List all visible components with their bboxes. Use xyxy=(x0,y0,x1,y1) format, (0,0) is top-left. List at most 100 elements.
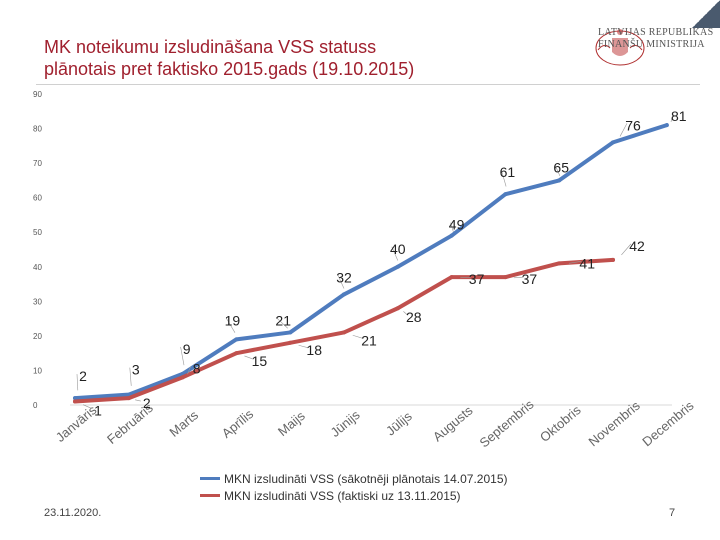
leader-line xyxy=(76,374,79,391)
data-label-actual: 8 xyxy=(193,360,201,376)
leader-line xyxy=(460,276,471,279)
y-tick-label: 80 xyxy=(33,125,42,134)
ministry-logo-text: LATVIJAS REPUBLIKAS FINANŠU MINISTRIJA xyxy=(598,27,713,51)
data-label-planned: 21 xyxy=(275,312,291,328)
data-label-planned: 61 xyxy=(500,164,516,180)
data-point-planned xyxy=(611,140,615,145)
leader-line xyxy=(670,114,674,123)
data-point-actual xyxy=(288,340,293,345)
leader-line xyxy=(391,246,399,261)
data-label-actual: 2 xyxy=(143,395,151,411)
title-divider xyxy=(36,84,700,85)
leader-line xyxy=(501,170,507,187)
y-tick-label: 0 xyxy=(33,401,38,410)
data-point-planned xyxy=(395,264,400,269)
y-tick-label: 70 xyxy=(33,159,42,168)
data-label-planned: 76 xyxy=(625,117,641,133)
legend-item-planned: MKN izsludināti VSS (sākotnēji plānotais… xyxy=(200,470,508,487)
x-tick-label: Aprīlis xyxy=(219,406,257,441)
data-label-actual: 18 xyxy=(306,342,322,358)
leader-line xyxy=(621,243,632,256)
data-label-planned: 2 xyxy=(79,368,87,384)
y-tick-label: 40 xyxy=(33,263,42,272)
data-label-actual: 1 xyxy=(94,403,102,419)
data-point-actual xyxy=(73,399,77,404)
data-point-planned xyxy=(288,330,293,335)
data-point-planned xyxy=(234,337,239,342)
chart-legend: MKN izsludināti VSS (sākotnēji plānotais… xyxy=(200,470,508,504)
data-label-actual: 15 xyxy=(252,353,268,369)
leader-line xyxy=(135,399,141,402)
x-tick-label: Augusts xyxy=(430,402,476,444)
data-label-actual: 21 xyxy=(361,332,377,348)
leader-line xyxy=(554,165,561,176)
leader-line xyxy=(619,123,628,137)
footer-date: 23.11.2020. xyxy=(44,507,102,519)
data-point-actual xyxy=(503,275,508,280)
data-label-actual: 37 xyxy=(469,271,485,287)
data-point-planned xyxy=(73,396,77,401)
title-line-2: plānotais pret faktisko 2015.gads (19.10… xyxy=(44,59,415,79)
data-label-planned: 65 xyxy=(553,159,569,175)
page-title: MK noteikumu izsludināšana VSS statuss p… xyxy=(44,36,544,80)
y-tick-label: 60 xyxy=(33,194,42,203)
data-label-planned: 40 xyxy=(390,241,406,257)
leader-line xyxy=(450,222,454,232)
leader-line xyxy=(180,346,185,366)
leader-line xyxy=(226,318,236,333)
y-tick-label: 30 xyxy=(33,297,42,306)
leader-line xyxy=(513,276,524,279)
x-tick-label: Septembris xyxy=(477,396,537,450)
y-tick-label: 90 xyxy=(33,90,42,99)
legend-swatch-actual xyxy=(200,494,220,497)
data-point-actual xyxy=(395,306,400,311)
y-tick-label: 50 xyxy=(33,228,42,237)
data-point-actual xyxy=(234,351,239,356)
legend-swatch-planned xyxy=(200,477,220,480)
data-point-planned xyxy=(503,192,508,197)
x-tick-label: Maijs xyxy=(275,408,308,439)
y-tick-label: 20 xyxy=(33,332,42,341)
data-point-actual xyxy=(342,330,346,335)
logo-line-2: FINANŠU MINISTRIJA xyxy=(598,39,705,50)
data-label-planned: 3 xyxy=(132,362,140,378)
data-label-actual: 41 xyxy=(579,255,595,271)
data-point-actual xyxy=(126,396,131,401)
leader-line xyxy=(352,334,364,339)
corner-decoration xyxy=(692,0,720,28)
legend-item-actual: MKN izsludināti VSS (faktiski uz 13.11.2… xyxy=(200,487,508,504)
data-point-actual xyxy=(180,375,185,380)
x-tick-label: Janvāris xyxy=(53,402,100,445)
data-point-actual xyxy=(449,275,454,280)
x-tick-label: Marts xyxy=(166,407,201,440)
leader-line xyxy=(82,404,93,409)
data-label-planned: 32 xyxy=(336,269,352,285)
data-point-planned xyxy=(342,292,346,297)
data-label-actual: 42 xyxy=(629,238,645,254)
logo-line-1: LATVIJAS REPUBLIKAS xyxy=(598,27,714,38)
data-label-planned: 81 xyxy=(671,108,687,124)
leader-line xyxy=(298,344,309,349)
legend-label-planned: MKN izsludināti VSS (sākotnēji plānotais… xyxy=(224,471,508,486)
data-label-planned: 19 xyxy=(225,312,241,328)
coat-of-arms-icon xyxy=(595,29,645,66)
data-label-actual: 37 xyxy=(522,271,538,287)
data-label-planned: 9 xyxy=(183,341,191,357)
data-point-planned xyxy=(449,233,454,238)
data-label-actual: 28 xyxy=(406,309,422,325)
page-number: 7 xyxy=(669,507,676,519)
data-label-planned: 49 xyxy=(449,217,465,233)
chart-series xyxy=(73,123,669,404)
data-point-planned xyxy=(664,123,669,128)
data-point-actual xyxy=(557,261,562,266)
leader-line xyxy=(276,318,288,329)
data-point-actual xyxy=(611,257,615,262)
data-point-planned xyxy=(557,178,562,183)
legend-label-actual: MKN izsludināti VSS (faktiski uz 13.11.2… xyxy=(224,488,461,503)
y-tick-label: 10 xyxy=(33,366,42,375)
leader-line xyxy=(244,355,254,360)
x-tick-label: Jūlijs xyxy=(383,408,415,438)
x-tick-label: Jūnijs xyxy=(328,407,363,440)
